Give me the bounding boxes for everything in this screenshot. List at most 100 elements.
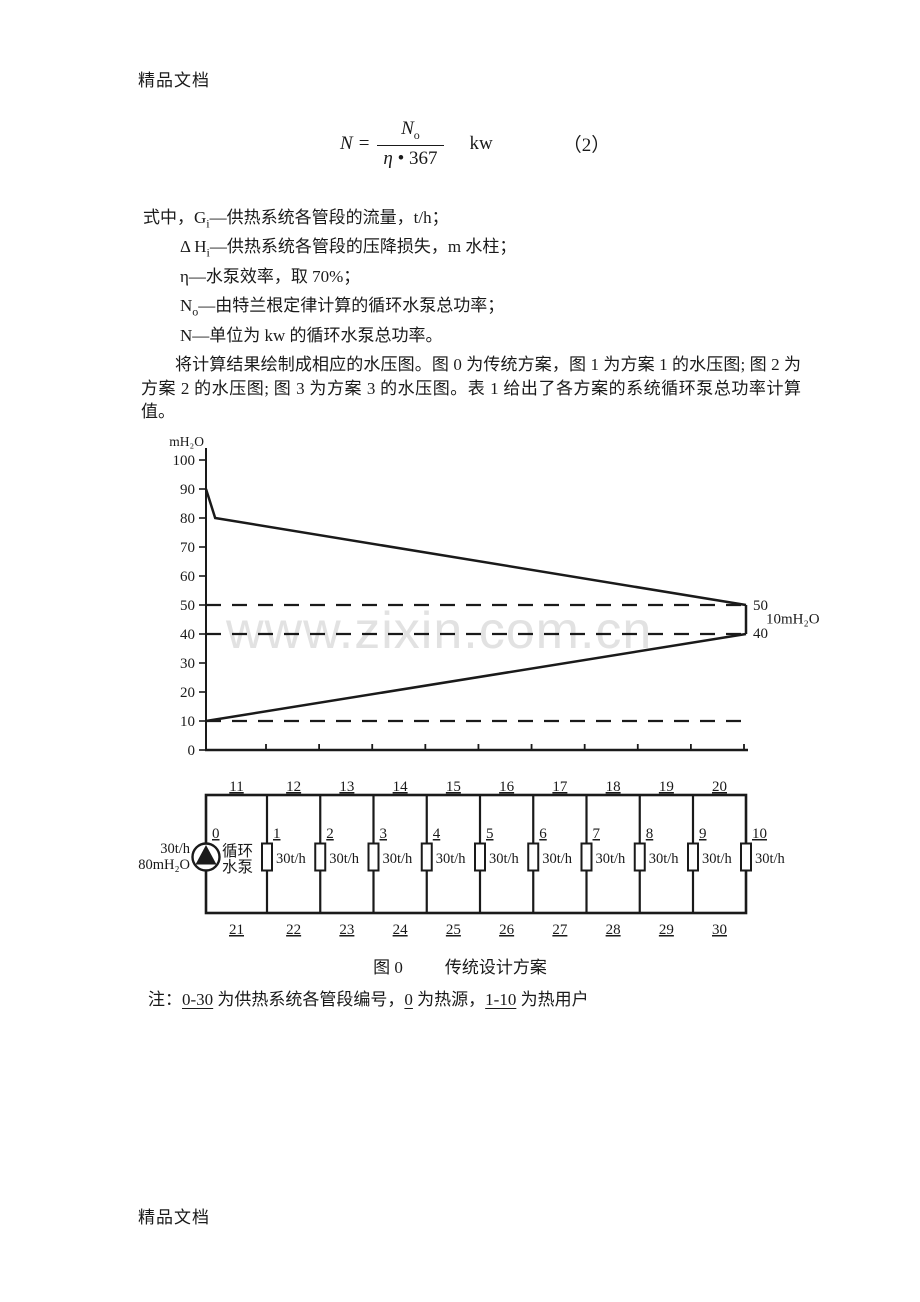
body-paragraph: 将计算结果绘制成相应的水压图。图 0 为传统方案，图 1 为方案 1 的水压图;…: [141, 355, 801, 421]
pump-name-line: 水泵: [222, 858, 253, 876]
return-segment-label: 23: [339, 922, 354, 938]
heat-user-id: 2: [326, 826, 334, 842]
heat-user-id: 10: [752, 826, 767, 842]
heat-user-flow-label: 30t/h: [329, 851, 360, 867]
return-segment-label: 24: [393, 922, 409, 938]
return-segment-label: 21: [229, 922, 244, 938]
supply-segment-label: 13: [339, 779, 354, 795]
heat-user-flow-label: 30t/h: [755, 851, 786, 867]
y-tick-label: 0: [188, 743, 196, 759]
variable-definitions: 式中，Gi—供热系统各管段的流量，t/h； Δ Hi—供热系统各管段的压降损失，…: [143, 206, 516, 353]
heat-user-flow-label: 30t/h: [649, 851, 680, 867]
heat-user-id: 7: [593, 826, 601, 842]
equation-fraction: No η • 367: [377, 118, 444, 170]
y-tick-label: 100: [173, 453, 196, 469]
y-tick-label: 30: [180, 656, 195, 672]
equation-2: N = No η • 367 kw （2）: [340, 118, 610, 169]
y-tick-label: 90: [180, 482, 195, 498]
right-value-label: 10mH₂O: [766, 612, 820, 628]
equation-unit: kw: [469, 132, 493, 154]
supply-segment-label: 14: [393, 779, 409, 795]
pump-name-line: 循环: [222, 842, 253, 860]
note-segment-range: 0-30: [182, 990, 214, 1009]
figure-caption: 图 0 传统设计方案: [0, 953, 920, 978]
y-tick-label: 70: [180, 540, 195, 556]
variable-line: 式中，Gi—供热系统各管段的流量，t/h；: [143, 208, 449, 231]
variable-line: Δ Hi—供热系统各管段的压降损失，m 水柱；: [180, 237, 517, 260]
return-segment-label: 28: [606, 922, 621, 938]
right-value-label: 40: [753, 626, 768, 642]
supply-pressure-line: [204, 488, 747, 607]
heat-user-flow-label: 30t/h: [436, 851, 467, 867]
note-user-range: 1-10: [485, 990, 517, 1009]
watermark-text: www.zixin.com.cn: [226, 602, 653, 660]
fraction-denominator: η • 367: [377, 144, 444, 170]
heat-user-symbol: [314, 842, 327, 872]
pump-triangle-icon: [195, 845, 217, 865]
pump-flow-label: 30t/h: [160, 841, 191, 857]
figure-number: 图 0: [373, 958, 403, 977]
heat-user-flow-label: 30t/h: [542, 851, 573, 867]
heat-user-id: 3: [380, 826, 388, 842]
heat-user-symbol: [261, 842, 273, 872]
supply-segment-label: 17: [552, 779, 568, 795]
y-tick-label: 10: [180, 714, 195, 730]
return-segment-label: 30: [712, 922, 727, 938]
equation-number: （2）: [562, 135, 611, 157]
heat-user-symbol: [687, 842, 699, 872]
variable-line: No—由特兰根定律计算的循环水泵总功率；: [180, 296, 505, 319]
y-axis-unit-label: mH₂O: [169, 434, 204, 449]
note-source-id: 0: [404, 990, 413, 1009]
supply-segment-label: 15: [446, 779, 461, 795]
y-tick-label: 60: [180, 569, 195, 585]
heat-user-id: 5: [486, 826, 494, 842]
heat-user-symbol: [474, 842, 486, 872]
figure-note: 注：0-30 为供热系统各管段编号，0 为热源，1-10 为热用户: [148, 990, 589, 1009]
heat-user-flow-label: 30t/h: [702, 851, 733, 867]
heat-user-flow-label: 30t/h: [596, 851, 627, 867]
right-value-label: 50: [753, 598, 768, 614]
heat-user-id: 6: [539, 826, 547, 842]
supply-segment-label: 19: [659, 779, 674, 795]
y-tick-label: 80: [180, 511, 195, 527]
heat-user-flow-label: 30t/h: [489, 851, 520, 867]
return-segment-label: 27: [552, 922, 568, 938]
y-tick-label: 50: [180, 598, 195, 614]
heat-user-flow-label: 30t/h: [383, 851, 414, 867]
heat-user-symbol: [527, 842, 540, 872]
heat-user-id: 1: [273, 826, 281, 842]
heat-user-symbol: [420, 842, 433, 872]
heat-user-flow-label: 30t/h: [276, 851, 307, 867]
heat-source-id: 0: [212, 826, 220, 842]
supply-segment-label: 11: [229, 779, 243, 795]
equation-lhs: N: [340, 132, 353, 154]
variable-line: N—单位为 kw 的循环水泵总功率。: [180, 325, 443, 345]
y-tick-label: 40: [180, 627, 195, 643]
fraction-numerator: No: [401, 118, 420, 142]
return-segment-label: 29: [659, 922, 674, 938]
return-segment-label: 22: [286, 922, 301, 938]
pump-head-label: 80mH₂O: [138, 857, 190, 873]
heat-user-symbol: [580, 842, 593, 872]
supply-segment-label: 20: [712, 779, 727, 795]
equation-equals: =: [358, 132, 370, 154]
footer-text: 精品文档: [138, 1208, 210, 1227]
return-segment-label: 25: [446, 922, 461, 938]
supply-segment-label: 12: [286, 779, 301, 795]
supply-segment-label: 18: [606, 779, 621, 795]
header-text: 精品文档: [138, 71, 210, 90]
heat-user-id: 9: [699, 826, 707, 842]
supply-segment-label: 16: [499, 779, 515, 795]
variable-line: η—水泵效率，取 70%；: [180, 266, 361, 286]
heat-user-symbol: [740, 842, 752, 872]
heat-user-symbol: [633, 842, 646, 872]
return-pressure-line: [205, 632, 747, 723]
y-tick-label: 20: [180, 685, 195, 701]
network-schematic: 1121122213231424152516261727182819292030…: [138, 779, 786, 938]
figure-title: 传统设计方案: [444, 958, 547, 977]
heat-user-id: 4: [433, 826, 441, 842]
return-segment-label: 26: [499, 922, 515, 938]
heat-user-symbol: [367, 842, 380, 872]
